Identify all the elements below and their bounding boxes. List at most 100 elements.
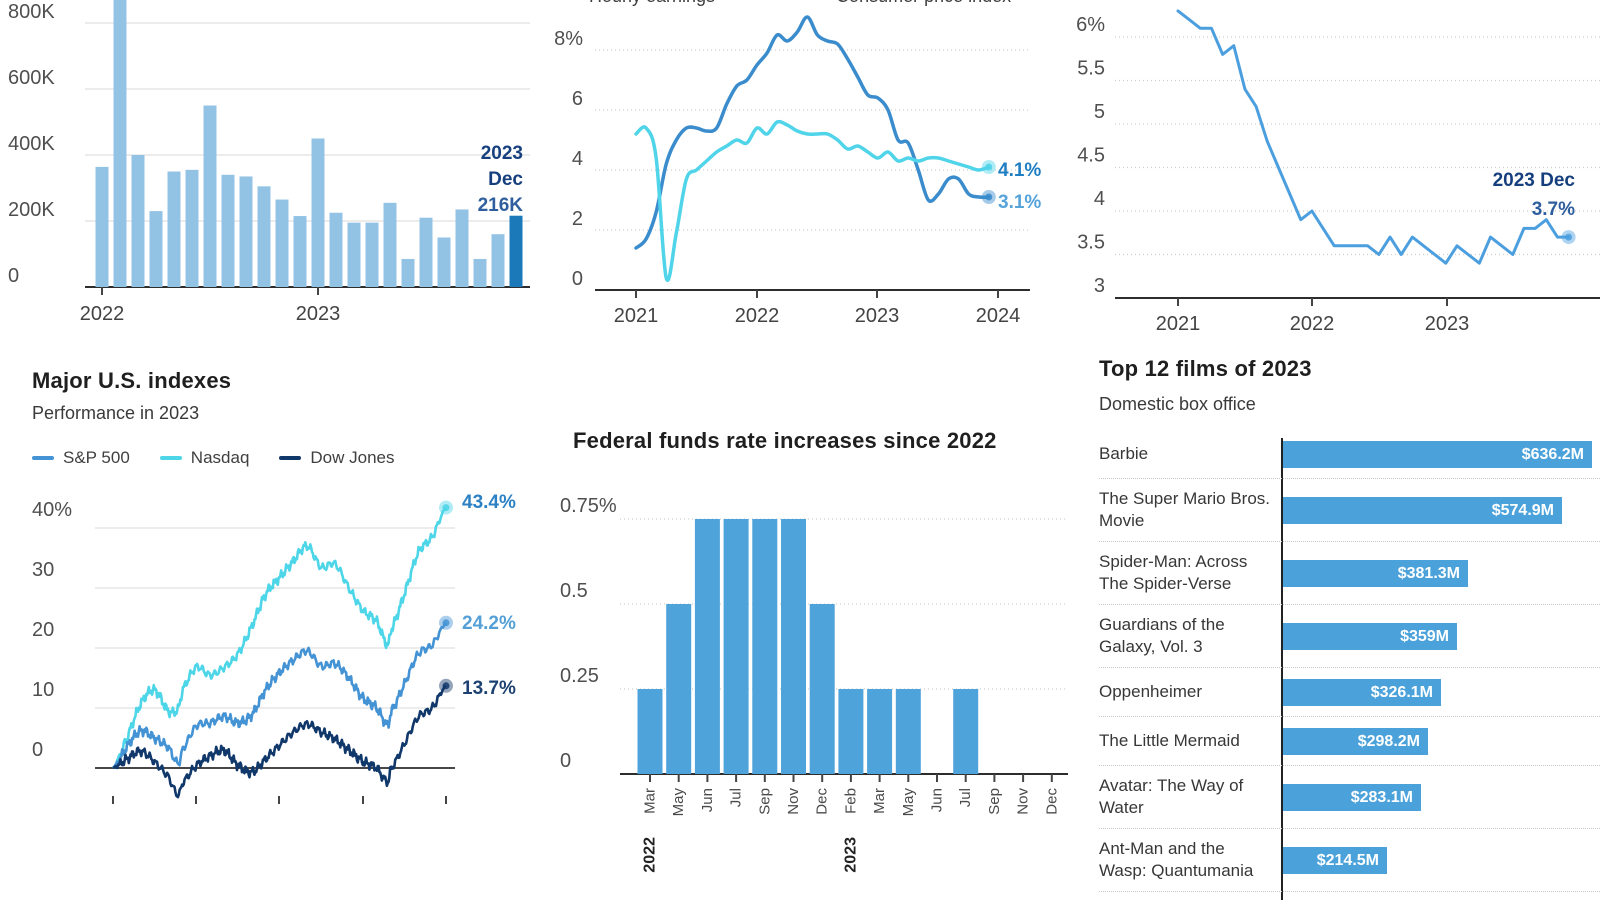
jobs-bar: [275, 199, 289, 287]
fed-month-label: Nov: [785, 788, 802, 815]
film-bar: $359M: [1283, 622, 1457, 650]
film-bar: $381.3M: [1283, 559, 1468, 587]
jobs-bar: [437, 237, 451, 287]
fed-bar: [809, 604, 835, 774]
fed-month-label: May: [900, 788, 917, 817]
fed-month-label: Jul: [957, 788, 974, 807]
indexes-chart: 40% 30 20 10 0: [32, 499, 455, 804]
fed-month-label: Mar: [871, 788, 888, 814]
film-value: $359M: [1400, 627, 1449, 645]
film-bar: $283.1M: [1283, 783, 1421, 811]
line-consumer-price-index: [634, 15, 991, 250]
axis-label: 30: [32, 559, 54, 581]
film-name: The Little Mermaid: [1099, 730, 1240, 750]
dowjones-legend-label: Dow Jones: [310, 448, 395, 467]
jobs-bar: [149, 211, 163, 287]
fed-funds-chart-panel: Federal funds rate increases since 2022 …: [530, 340, 1068, 900]
axis-label: 4.5: [1077, 145, 1105, 167]
line-s-p-500: [112, 621, 447, 770]
fed-year-label: 2023: [842, 837, 859, 873]
jobs-bar: [293, 216, 307, 287]
fed-bar: [781, 519, 806, 774]
film-bar-track: $283.1M: [1281, 783, 1600, 811]
earnings-cpi-legend: Hourly earnings Consumer price index: [558, 0, 1041, 7]
film-bar: $636.2M: [1283, 440, 1592, 468]
film-row: Oppenheimer $326.1M: [1099, 668, 1600, 717]
jobs-bar: [257, 186, 271, 287]
indexes-title: Major U.S. indexes: [32, 368, 232, 393]
sp500-end-label: 24.2%: [462, 613, 516, 634]
nasdaq-legend-label: Nasdaq: [190, 448, 250, 467]
axis-label: 40%: [32, 499, 72, 521]
axis-label: 2022: [80, 303, 125, 325]
jobs-annotation-value: 216K: [477, 195, 523, 216]
jobs-bar: [455, 209, 469, 287]
film-bar: $214.5M: [1283, 846, 1387, 874]
films-subtitle: Domestic box office: [1099, 394, 1256, 414]
films-list: Barbie $636.2M The Super Mario Bros. Movie…: [1099, 430, 1600, 892]
jobs-chart: 800K 600K 400K 200K 0 2022 2023: [8, 0, 530, 325]
sp500-swatch: [32, 456, 54, 460]
jobs-bar: [95, 166, 109, 287]
film-name: Spider-Man: Across The Spider-Verse: [1099, 551, 1248, 593]
axis-label: 800K: [8, 1, 55, 23]
endpoint-dot: [985, 193, 993, 201]
fed-funds-chart: 0.75% 0.5 0.25 0 Mar May Jun Jul Sep Nov Dec Feb Mar…: [560, 495, 1068, 873]
unemployment-annotation-date: 2023 Dec: [1492, 170, 1575, 191]
axis-label: 2022: [735, 305, 780, 327]
axis-label: 2023: [855, 305, 900, 327]
fed-bar: [838, 689, 864, 774]
axis-label: 2: [572, 208, 583, 230]
fed-month-label: Nov: [1015, 788, 1032, 815]
jobs-bar: [347, 222, 361, 287]
fed-funds-title: Federal funds rate increases since 2022: [573, 428, 997, 453]
endpoint-dot: [442, 619, 450, 627]
fed-bar: [895, 689, 921, 774]
line-nasdaq: [111, 506, 448, 769]
film-name: Oppenheimer: [1099, 681, 1203, 701]
axis-label: 4: [572, 148, 583, 170]
jobs-annotation-month: Dec: [488, 169, 523, 190]
hourly-earnings-end-label: 4.1%: [998, 160, 1042, 181]
fed-bar: [752, 519, 778, 774]
film-bar-track: $298.2M: [1281, 727, 1600, 755]
fed-year-label: 2022: [642, 837, 659, 873]
fed-bar: [694, 519, 720, 774]
axis-label: 0: [8, 265, 19, 287]
endpoint-dot: [442, 504, 450, 512]
indexes-subtitle: Performance in 2023: [32, 403, 200, 423]
film-name: Barbie: [1099, 443, 1149, 463]
films-axis-line: [1281, 438, 1283, 900]
axis-label: 3: [1094, 275, 1105, 297]
line-hourly-earnings: [634, 119, 991, 283]
film-name: Ant-Man and the Wasp: Quantumania: [1099, 838, 1254, 880]
film-row: The Little Mermaid $298.2M: [1099, 717, 1600, 766]
axis-label: 2022: [1290, 313, 1335, 335]
jobs-bar: [113, 0, 127, 288]
jobs-bar: [167, 171, 181, 287]
axis-label: 10: [32, 679, 54, 701]
film-row: Spider-Man: Across The Spider-Verse $381.…: [1099, 542, 1600, 605]
axis-label: 0.25: [560, 665, 599, 687]
endpoint-dot: [1565, 233, 1573, 241]
jobs-bar: [311, 138, 325, 287]
axis-label: 2024: [976, 305, 1021, 327]
endpoint-dot: [442, 682, 450, 690]
jobs-bar: [473, 258, 487, 287]
fed-month-label: May: [670, 788, 687, 817]
fed-month-label: Sep: [756, 788, 773, 815]
film-name: Guardians of the Galaxy, Vol. 3: [1099, 614, 1225, 656]
unemployment-chart-panel: 6% 5.5 5 4.5 4 3.5 3 2021 2022 2023 2023 Dec 3.7%: [1060, 0, 1600, 340]
jobs-bar: [401, 258, 415, 287]
film-bar-track: $636.2M: [1281, 440, 1600, 468]
film-value: $381.3M: [1397, 564, 1460, 582]
axis-label: 20: [32, 619, 54, 641]
unemployment-annotation-value: 3.7%: [1531, 199, 1575, 220]
axis-label: 2023: [1425, 313, 1470, 335]
fed-month-label: Mar: [642, 788, 659, 814]
film-value: $283.1M: [1350, 788, 1413, 806]
axis-label: 5.5: [1077, 58, 1105, 80]
axis-label: 400K: [8, 133, 55, 155]
film-name: The Super Mario Bros. Movie: [1099, 488, 1271, 530]
axis-label: 2021: [1156, 313, 1201, 335]
